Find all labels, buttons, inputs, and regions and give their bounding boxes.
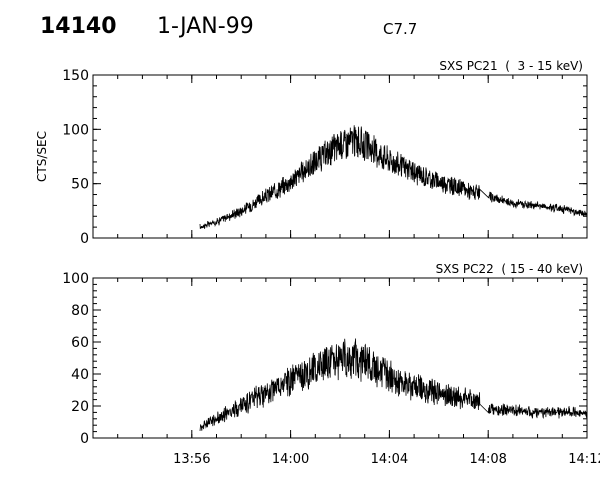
y-tick-label: 80 [71,303,89,319]
x-tick-label: 13:56 [173,452,210,467]
panel-title-1: SXS PC21 ( 3 - 15 keV) [439,59,583,73]
x-tick-label: 14:08 [469,452,506,467]
y-tick-label: 60 [71,335,89,351]
event-id: 14140 [40,14,117,39]
plot-frame-1 [92,74,588,239]
series-line-2 [199,338,588,431]
y-tick-label: 20 [71,399,89,415]
event-date: 1-JAN-99 [157,14,254,39]
y-tick-label: 50 [71,177,89,193]
y-tick-label: 40 [71,367,89,383]
series-line-1 [199,125,588,230]
flare-class: C7.7 [383,20,418,38]
panel-title-2: SXS PC22 ( 15 - 40 keV) [436,262,583,276]
y-tick-label: 100 [62,271,89,287]
y-tick-label: 100 [62,122,89,138]
x-tick-label: 14:00 [272,452,309,467]
y-tick-label: 0 [80,431,89,447]
y-tick-label: 0 [80,231,89,247]
y-axis-label: CTS/SEC [35,131,49,182]
x-tick-label: 14:04 [371,452,408,467]
y-tick-label: 150 [62,68,89,84]
x-tick-label: 14:12 [568,452,600,467]
